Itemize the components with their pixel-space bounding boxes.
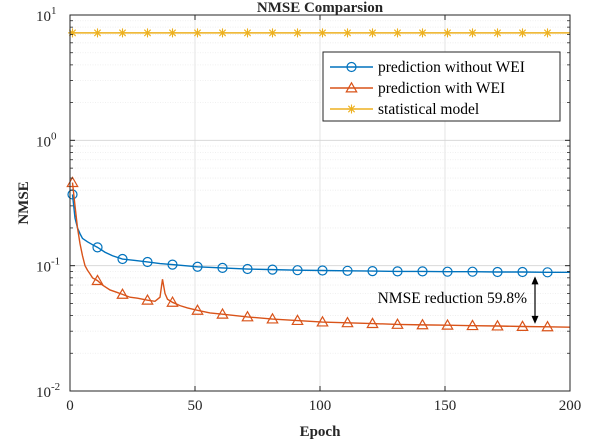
- y-tick-label: 10-2: [36, 381, 60, 401]
- x-tick-label: 150: [434, 398, 457, 414]
- legend-marker: [347, 104, 356, 114]
- series-0-marker: [342, 265, 353, 276]
- series-1-marker: [366, 317, 379, 329]
- series-2-marker: [68, 28, 77, 38]
- legend-label: prediction with WEI: [378, 80, 505, 97]
- series-0-marker: [542, 267, 553, 278]
- series-1-marker: [191, 303, 204, 315]
- series-2-marker: [168, 28, 177, 38]
- series-0-marker: [117, 253, 128, 265]
- series-2-marker: [418, 28, 427, 38]
- series-0-marker: [167, 259, 178, 270]
- series-2-marker: [118, 28, 127, 38]
- series-0-marker: [467, 266, 478, 277]
- series-1-marker: [516, 320, 529, 332]
- series-1-marker: [241, 310, 254, 322]
- reduction-arrow: [531, 276, 539, 324]
- series-0-marker: [517, 266, 528, 278]
- y-tick-label: 10-1: [36, 256, 60, 276]
- series-0-marker: [492, 266, 503, 278]
- series-0-marker: [392, 266, 403, 277]
- series-2-marker: [293, 28, 302, 38]
- series-0-marker: [242, 263, 253, 275]
- series-0-marker: [317, 265, 328, 276]
- series-0-marker: [267, 264, 278, 275]
- legend-marker: [346, 61, 357, 73]
- series-0-marker: [292, 265, 303, 276]
- series-0-marker: [217, 262, 228, 273]
- series-2-marker: [143, 28, 152, 38]
- series-0-marker: [417, 266, 428, 277]
- series-2-marker: [443, 28, 452, 38]
- x-tick-label: 0: [66, 398, 74, 414]
- series-1-marker: [541, 320, 554, 332]
- series-1-marker: [216, 307, 229, 319]
- series-1-marker: [341, 316, 354, 328]
- series-0-marker: [142, 256, 153, 268]
- x-tick-label: 200: [559, 398, 582, 414]
- series-1-marker: [116, 287, 129, 299]
- series-2-marker: [318, 28, 327, 38]
- series-2-marker: [218, 28, 227, 38]
- series-1-marker: [266, 312, 279, 324]
- series-0-marker: [442, 266, 453, 277]
- axis-ticks: [69, 14, 571, 392]
- reduction-annotation-text: NMSE reduction 59.8%: [378, 290, 527, 307]
- series-2-marker: [518, 28, 527, 38]
- series-2-marker: [468, 28, 477, 38]
- series-layer: [66, 28, 571, 332]
- series-1-marker: [291, 314, 304, 326]
- reduction-annotation: NMSE reduction 59.8%: [378, 276, 539, 324]
- series-1-marker: [316, 315, 329, 327]
- series-2-marker: [493, 28, 502, 38]
- series-1-marker: [141, 293, 154, 305]
- series-2-marker: [93, 28, 102, 38]
- series-2-marker: [268, 28, 277, 38]
- series-1-marker: [91, 274, 104, 286]
- series-1-marker: [391, 317, 404, 329]
- series-2-marker: [243, 28, 252, 38]
- x-axis-label: Epoch: [300, 424, 342, 440]
- series-1-marker: [166, 295, 179, 307]
- chart-title: NMSE Comparsion: [257, 0, 384, 16]
- legend: prediction without WEI prediction with WE…: [322, 51, 561, 122]
- legend-item-1: prediction with WEI: [330, 80, 505, 97]
- legend-marker: [345, 81, 358, 93]
- series-2-marker: [343, 28, 352, 38]
- series-2-marker: [368, 28, 377, 38]
- legend-label: prediction without WEI: [378, 59, 525, 76]
- legend-label: statistical model: [378, 101, 479, 118]
- series-1-marker: [491, 319, 504, 331]
- series-0-marker: [192, 261, 203, 272]
- series-1-marker: [466, 319, 479, 331]
- series-0-marker: [92, 242, 103, 253]
- y-tick-label: 101: [36, 5, 57, 25]
- series-1-marker: [416, 318, 429, 330]
- series-0-marker: [367, 266, 378, 277]
- legend-item-0: prediction without WEI: [330, 59, 525, 76]
- x-tick-label: 100: [309, 398, 332, 414]
- legend-item-2: statistical model: [330, 101, 479, 118]
- y-axis-label: NMSE: [16, 181, 32, 224]
- x-tick-label: 50: [188, 398, 203, 414]
- x-tick-labels: 0 50 100 150 200: [66, 398, 581, 414]
- series-line-1: [71, 182, 571, 328]
- series-2-marker: [193, 28, 202, 38]
- y-tick-label: 100: [36, 130, 57, 150]
- series-1-marker: [441, 318, 454, 330]
- y-tick-labels: 10-2 10-1 100 101: [36, 5, 60, 401]
- series-2-marker: [393, 28, 402, 38]
- series-2-marker: [543, 28, 552, 38]
